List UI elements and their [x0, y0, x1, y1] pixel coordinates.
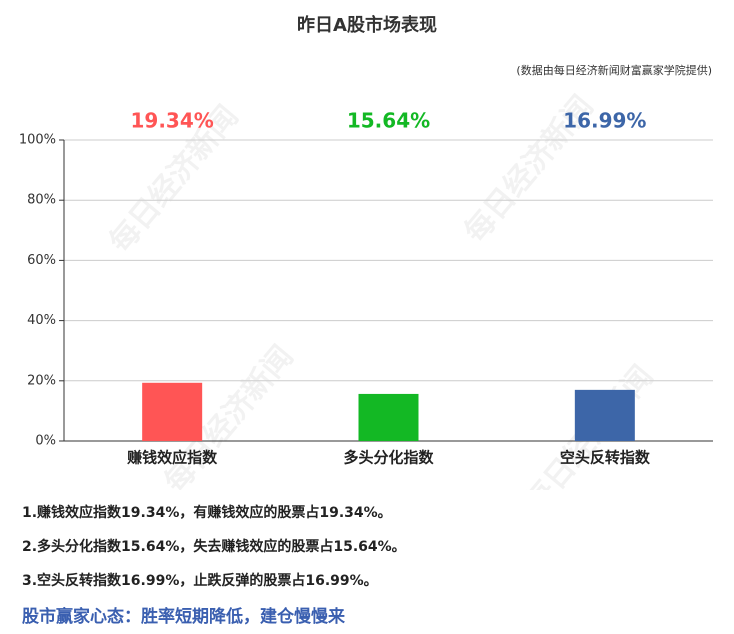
bar [358, 393, 419, 441]
chart: 昨日A股市场表现 (数据由每日经济新闻财富赢家学院提供) 每日经济新闻 每日经济新… [19, 14, 713, 490]
note: 2.多头分化指数15.64%，失去赚钱效应的股票占15.64%。 [22, 539, 406, 555]
notes: 1.赚钱效应指数19.34%，有赚钱效应的股票占19.34%。 2.多头分化指数… [22, 498, 722, 632]
y-tick-label: 20% [27, 373, 56, 388]
y-tick-label: 0% [35, 434, 56, 449]
x-tick-label: 多头分化指数 [343, 449, 434, 467]
note: 3.空头反转指数16.99%，止跌反弹的股票占16.99%。 [22, 573, 378, 589]
y-tick-label: 100% [19, 133, 56, 148]
value-label: 16.99% [563, 109, 646, 133]
x-tick-label: 赚钱效应指数 [126, 449, 218, 467]
note: 1.赚钱效应指数19.34%，有赚钱效应的股票占19.34%。 [22, 505, 392, 521]
chart-subtitle: (数据由每日经济新闻财富赢家学院提供) [516, 63, 712, 77]
chart-title: 昨日A股市场表现 [297, 14, 437, 36]
y-tick-label: 40% [27, 313, 56, 328]
x-tick-label: 空头反转指数 [560, 449, 651, 467]
value-label: 15.64% [347, 109, 430, 133]
value-label: 19.34% [131, 109, 214, 133]
footer: 股市赢家心态：胜率短期降低，建仓慢慢来 [22, 607, 345, 627]
bar [142, 382, 203, 441]
bar [574, 389, 635, 441]
y-tick-label: 60% [27, 253, 56, 268]
y-tick-label: 80% [27, 193, 56, 208]
